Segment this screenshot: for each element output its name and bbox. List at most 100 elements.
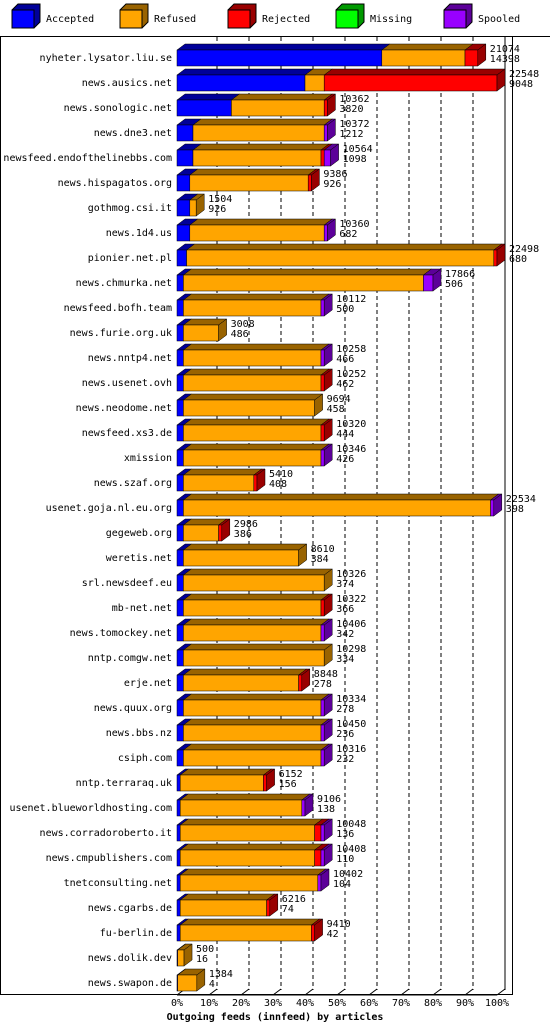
bar-side (432, 268, 442, 292)
y-tick-label: news.szaf.org (94, 478, 172, 489)
bar-side (323, 368, 333, 392)
bar (176, 274, 184, 292)
bar (183, 324, 219, 342)
y-tick-label: xmission (124, 453, 172, 464)
value-label: 426 (336, 454, 354, 465)
value-label: 110 (336, 854, 354, 865)
bar (183, 699, 322, 717)
bar (320, 449, 325, 467)
y-tick-label: news.dolik.dev (88, 953, 172, 964)
legend-swatch (119, 9, 143, 29)
x-tick-label: 90% (456, 998, 474, 1009)
x-tick-label: 50% (328, 998, 346, 1009)
value-label: 466 (336, 354, 354, 365)
bar-side (196, 968, 206, 992)
legend-label: Missing (370, 14, 412, 25)
value-label: 3008 (231, 319, 255, 330)
value-label: 10048 (336, 819, 366, 830)
y-tick-label: news.sonologic.net (64, 103, 172, 114)
value-label: 278 (314, 679, 332, 690)
x-axis-title: Outgoing feeds (innfeed) by articles (167, 1011, 384, 1023)
bar-top (179, 918, 321, 926)
value-label: 22498 (509, 244, 539, 255)
bar-top (182, 718, 330, 726)
bar (183, 449, 322, 467)
bar (179, 774, 264, 792)
value-label: 42 (327, 929, 339, 940)
bar-top (179, 868, 327, 876)
value-label: 1384 (209, 969, 233, 980)
y-tick-label: nntp.terraraq.uk (76, 778, 172, 789)
value-label: 408 (269, 479, 287, 490)
y-tick-label: news.hispagatos.org (58, 178, 172, 189)
value-label: 500 (336, 304, 354, 315)
value-label: 4 (209, 979, 215, 990)
bar (231, 99, 325, 117)
bar (183, 274, 424, 292)
value-label: 506 (445, 279, 463, 290)
y-tick-label: news.cmpublishers.com (46, 853, 172, 864)
value-label: 10360 (339, 219, 369, 230)
bar (176, 149, 194, 167)
value-label: 236 (336, 729, 354, 740)
bar-top (179, 818, 324, 826)
bar (176, 799, 181, 817)
bar-top (182, 618, 330, 626)
bar-side (266, 768, 275, 792)
bar-side (323, 443, 333, 467)
y-tick-label: gegeweb.org (106, 528, 172, 539)
bar (183, 474, 255, 492)
value-label: 5410 (269, 469, 293, 480)
bar (314, 824, 322, 842)
bar-side (323, 293, 333, 317)
bar (317, 874, 322, 892)
bar-top (182, 443, 330, 451)
legend-swatch (443, 9, 467, 29)
bar (176, 849, 181, 867)
bar-side (320, 868, 330, 892)
bar-top (182, 593, 330, 601)
value-label: 680 (509, 254, 527, 265)
bar (176, 299, 184, 317)
bar-top (381, 43, 474, 51)
bar-top (182, 643, 333, 651)
bar-top (182, 493, 500, 501)
bar (176, 899, 181, 917)
x-tick-label: 70% (392, 998, 410, 1009)
y-tick-label: news.tomockey.net (70, 628, 172, 639)
value-label: 6152 (279, 769, 303, 780)
tick-mark (400, 988, 410, 996)
value-label: 1504 (208, 194, 232, 205)
bar (176, 824, 181, 842)
bar (176, 399, 184, 417)
bar-side (314, 918, 323, 942)
legend-label: Spooled (478, 14, 520, 25)
bar-top (323, 68, 506, 76)
bar-top (179, 843, 324, 851)
bar (320, 824, 325, 842)
bar-side (304, 793, 314, 817)
y-tick-label: newsfeed.endofthelinebbs.com (3, 153, 172, 164)
value-label: 10334 (336, 694, 366, 705)
y-tick-label: nntp.comgw.net (88, 653, 172, 664)
value-label: 486 (231, 329, 249, 340)
bar (189, 174, 309, 192)
value-label: 342 (336, 629, 354, 640)
value-label: 398 (506, 504, 524, 515)
legend-label: Refused (154, 14, 196, 25)
tick-mark (336, 988, 346, 996)
bar (183, 399, 315, 417)
bar (183, 674, 299, 692)
bar-side (327, 218, 336, 242)
bar (176, 674, 184, 692)
bar (176, 124, 194, 142)
bar (179, 849, 315, 867)
value-label: 3820 (339, 104, 363, 115)
y-tick-label: nyheter.lysator.liu.se (40, 53, 172, 64)
bar (183, 524, 219, 542)
bar (176, 699, 184, 717)
y-tick-label: news.chmurka.net (76, 278, 172, 289)
bar (266, 899, 271, 917)
value-label: 10346 (336, 444, 366, 455)
bar-top (182, 293, 330, 301)
